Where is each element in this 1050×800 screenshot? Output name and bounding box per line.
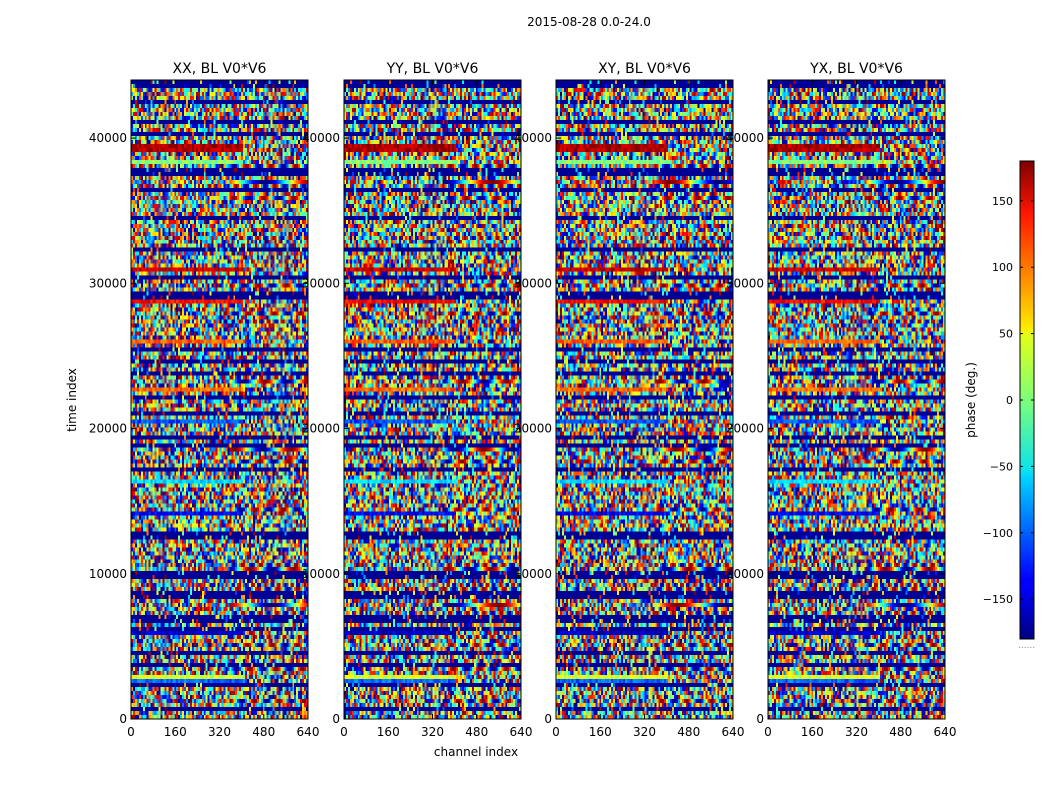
x-tick-label: 320	[208, 725, 231, 739]
y-tick-label: 40000	[514, 131, 552, 145]
panel-3-title: XY, BL V0*V6	[598, 61, 691, 77]
x-tick-label: 480	[252, 725, 275, 739]
panel-1-heatmap	[131, 80, 308, 719]
colorbar-tick-label: 50	[999, 328, 1013, 341]
x-tick-label: 640	[297, 725, 320, 739]
x-tick-label: 480	[889, 725, 912, 739]
x-tick-label: 0	[340, 725, 348, 739]
y-tick-label: 20000	[89, 422, 127, 436]
colorbar-label: phase (deg.)	[964, 362, 978, 438]
x-tick-label: 160	[377, 725, 400, 739]
panel-2-heatmap	[344, 80, 521, 719]
x-tick-label: 480	[677, 725, 700, 739]
y-tick-label: 40000	[302, 131, 340, 145]
y-tick-label: 0	[332, 712, 340, 726]
colorbar-tick-label: 100	[992, 261, 1013, 274]
x-tick-label: 0	[764, 725, 772, 739]
panel-2: YY, BL V0*V6 0 160 320 480 640 0 10000 20000 3000…	[302, 61, 533, 739]
y-tick-label: 30000	[726, 276, 764, 290]
panel-3: XY, BL V0*V6 0 160 320 480 640 0 10000 20000 3000…	[514, 61, 745, 739]
x-tick-label: 160	[164, 725, 187, 739]
panel-4-title: YX, BL V0*V6	[809, 61, 903, 77]
x-tick-label: 320	[633, 725, 656, 739]
y-tick-label: 30000	[89, 276, 127, 290]
panel-1: XX, BL V0*V6 0 160 320 480 640 0 10000 20000 3000…	[89, 61, 320, 739]
figure-suptitle: 2015-08-28 0.0-24.0	[527, 15, 651, 29]
x-tick-label: 480	[465, 725, 488, 739]
panel-2-title: YY, BL V0*V6	[386, 61, 479, 77]
panel-3-heatmap	[556, 80, 733, 719]
colorbar-tick-label: −100	[983, 527, 1013, 540]
colorbar-tick-label: 0	[1006, 394, 1013, 407]
x-tick-label: 0	[552, 725, 560, 739]
y-tick-label: 0	[756, 712, 764, 726]
y-tick-label: 20000	[302, 422, 340, 436]
x-tick-label: 160	[801, 725, 824, 739]
panel-4: YX, BL V0*V6 0 160 320 480 640 0 10000 20000 3000…	[726, 61, 957, 739]
x-tick-label: 640	[722, 725, 745, 739]
y-tick-label: 0	[119, 712, 127, 726]
y-tick-label: 10000	[514, 567, 552, 581]
x-tick-label: 160	[589, 725, 612, 739]
x-tick-label: 0	[127, 725, 135, 739]
y-tick-label: 20000	[514, 422, 552, 436]
panel-1-title: XX, BL V0*V6	[173, 61, 267, 77]
colorbar-tick-label: −150	[983, 593, 1013, 606]
y-tick-label: 30000	[302, 276, 340, 290]
y-tick-label: 40000	[726, 131, 764, 145]
y-tick-label: 40000	[89, 131, 127, 145]
x-tick-label: 320	[845, 725, 868, 739]
colorbar-overflow-mark: ......	[1018, 641, 1035, 651]
x-tick-label: 640	[934, 725, 957, 739]
x-tick-label: 640	[510, 725, 533, 739]
x-tick-label: 320	[421, 725, 444, 739]
colorbar-tick-label: 150	[992, 195, 1013, 208]
colorbar-tick-label: −50	[990, 460, 1013, 473]
y-tick-label: 30000	[514, 276, 552, 290]
panel-4-heatmap	[768, 80, 945, 719]
y-tick-label: 10000	[302, 567, 340, 581]
colorbar: −150 −100 −50 0 50 100 150 phase (deg.) ......	[964, 160, 1035, 651]
y-axis-label: time index	[65, 368, 79, 432]
y-tick-label: 20000	[726, 422, 764, 436]
y-tick-label: 10000	[726, 567, 764, 581]
y-tick-label: 10000	[89, 567, 127, 581]
x-axis-label: channel index	[434, 745, 518, 759]
y-tick-label: 0	[544, 712, 552, 726]
